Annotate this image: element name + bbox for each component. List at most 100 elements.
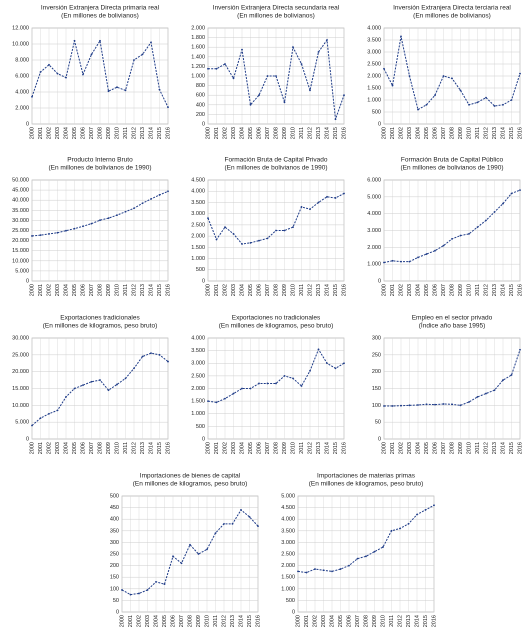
data-point (519, 189, 521, 192)
x-tick-label: 2013 (492, 284, 498, 296)
x-tick-label: 2000 (29, 284, 35, 296)
x-tick-label: 2003 (407, 442, 413, 454)
x-tick-label: 2004 (63, 127, 69, 139)
y-tick-label: 4.500 (281, 505, 295, 511)
data-point (425, 403, 428, 406)
x-tick-label: 2008 (97, 127, 103, 139)
y-tick-label: 1.500 (367, 85, 381, 91)
x-tick-label: 2001 (38, 284, 44, 296)
data-point (382, 546, 384, 548)
data-point (334, 118, 337, 121)
data-point (215, 238, 218, 241)
x-tick-label: 2007 (441, 127, 447, 139)
data-point (425, 103, 428, 106)
data-point (300, 385, 303, 387)
data-point (317, 51, 320, 53)
data-point (502, 103, 504, 106)
x-tick-label: 2001 (214, 127, 220, 139)
data-point (305, 571, 308, 574)
data-point (292, 46, 294, 49)
x-tick-label: 2009 (458, 284, 464, 296)
data-point (476, 226, 479, 229)
data-point (48, 63, 50, 66)
x-tick-label: 2008 (97, 442, 103, 454)
data-point (275, 229, 277, 232)
x-tick-label: 2006 (346, 615, 352, 627)
data-point (99, 219, 101, 222)
data-point (292, 226, 294, 229)
data-point (258, 94, 260, 97)
data-point (356, 557, 359, 560)
chart-title: Inversión Extranjera Directa secundaria … (213, 5, 340, 12)
chart-subtitle: (En millones de bolivianos) (237, 13, 315, 20)
y-tick-label: 20.000 (12, 238, 29, 244)
x-tick-label: 2000 (205, 284, 211, 296)
x-tick-label: 2014 (414, 615, 420, 627)
x-tick-label: 2010 (204, 615, 210, 627)
data-point (124, 210, 127, 213)
x-tick-label: 2005 (338, 615, 344, 627)
x-tick-label: 2015 (509, 442, 515, 454)
y-tick-label: 4.000 (191, 335, 205, 341)
chart-subtitle: (En millones de kilogramos, peso bruto) (133, 481, 248, 488)
x-tick-label: 2016 (165, 284, 171, 296)
x-tick-label: 2007 (441, 284, 447, 296)
data-point (133, 367, 135, 370)
data-point (424, 509, 427, 511)
x-tick-label: 2010 (290, 442, 296, 454)
data-point (407, 522, 410, 525)
data-point (39, 71, 42, 73)
data-point (309, 208, 311, 211)
x-tick-label: 2011 (299, 284, 305, 296)
x-tick-label: 2006 (432, 127, 438, 139)
data-point (283, 374, 286, 377)
y-tick-label: 30.000 (12, 218, 29, 224)
data-line (31, 190, 169, 237)
y-tick-label: 1.800 (191, 35, 205, 41)
y-tick-label: 6.000 (367, 177, 381, 183)
data-point (129, 593, 132, 596)
y-tick-label: 1.200 (191, 64, 205, 70)
data-point (231, 522, 234, 525)
data-point (141, 355, 144, 358)
x-tick-label: 2001 (304, 615, 310, 627)
data-point (258, 239, 260, 242)
y-tick-label: 5.000 (15, 268, 29, 274)
data-point (99, 379, 101, 381)
x-tick-label: 2016 (341, 284, 347, 296)
data-point (343, 362, 345, 365)
x-tick-label: 2001 (214, 442, 220, 454)
data-point (510, 192, 513, 195)
y-tick-label: 0 (116, 609, 119, 615)
x-tick-label: 2012 (307, 442, 313, 454)
data-point (459, 234, 462, 237)
data-point (322, 569, 325, 572)
y-tick-label: 100 (372, 403, 381, 409)
x-tick-label: 2002 (46, 127, 52, 139)
x-tick-label: 2013 (140, 127, 146, 139)
x-tick-label: 2003 (231, 442, 237, 454)
y-tick-label: 50.000 (12, 177, 29, 183)
x-tick-label: 2016 (517, 284, 523, 296)
x-tick-label: 2012 (221, 615, 227, 627)
data-point (391, 405, 394, 407)
x-tick-label: 2003 (321, 615, 327, 627)
data-point (399, 527, 401, 530)
data-point (223, 522, 225, 525)
x-tick-label: 2004 (239, 442, 245, 454)
data-point (434, 249, 436, 252)
x-tick-label: 2003 (55, 284, 61, 296)
y-tick-label: 4.000 (15, 89, 29, 95)
x-tick-label: 2013 (406, 615, 412, 627)
x-tick-label: 2014 (500, 284, 506, 296)
data-point (300, 63, 303, 65)
x-tick-label: 2003 (231, 127, 237, 139)
x-tick-label: 2014 (148, 442, 154, 454)
x-tick-label: 2002 (398, 284, 404, 296)
y-tick-label: 0 (202, 436, 205, 442)
data-point (476, 101, 479, 104)
x-tick-label: 2007 (265, 442, 271, 454)
data-point (65, 76, 67, 79)
x-tick-label: 2009 (282, 284, 288, 296)
y-tick-label: 50 (375, 420, 381, 426)
